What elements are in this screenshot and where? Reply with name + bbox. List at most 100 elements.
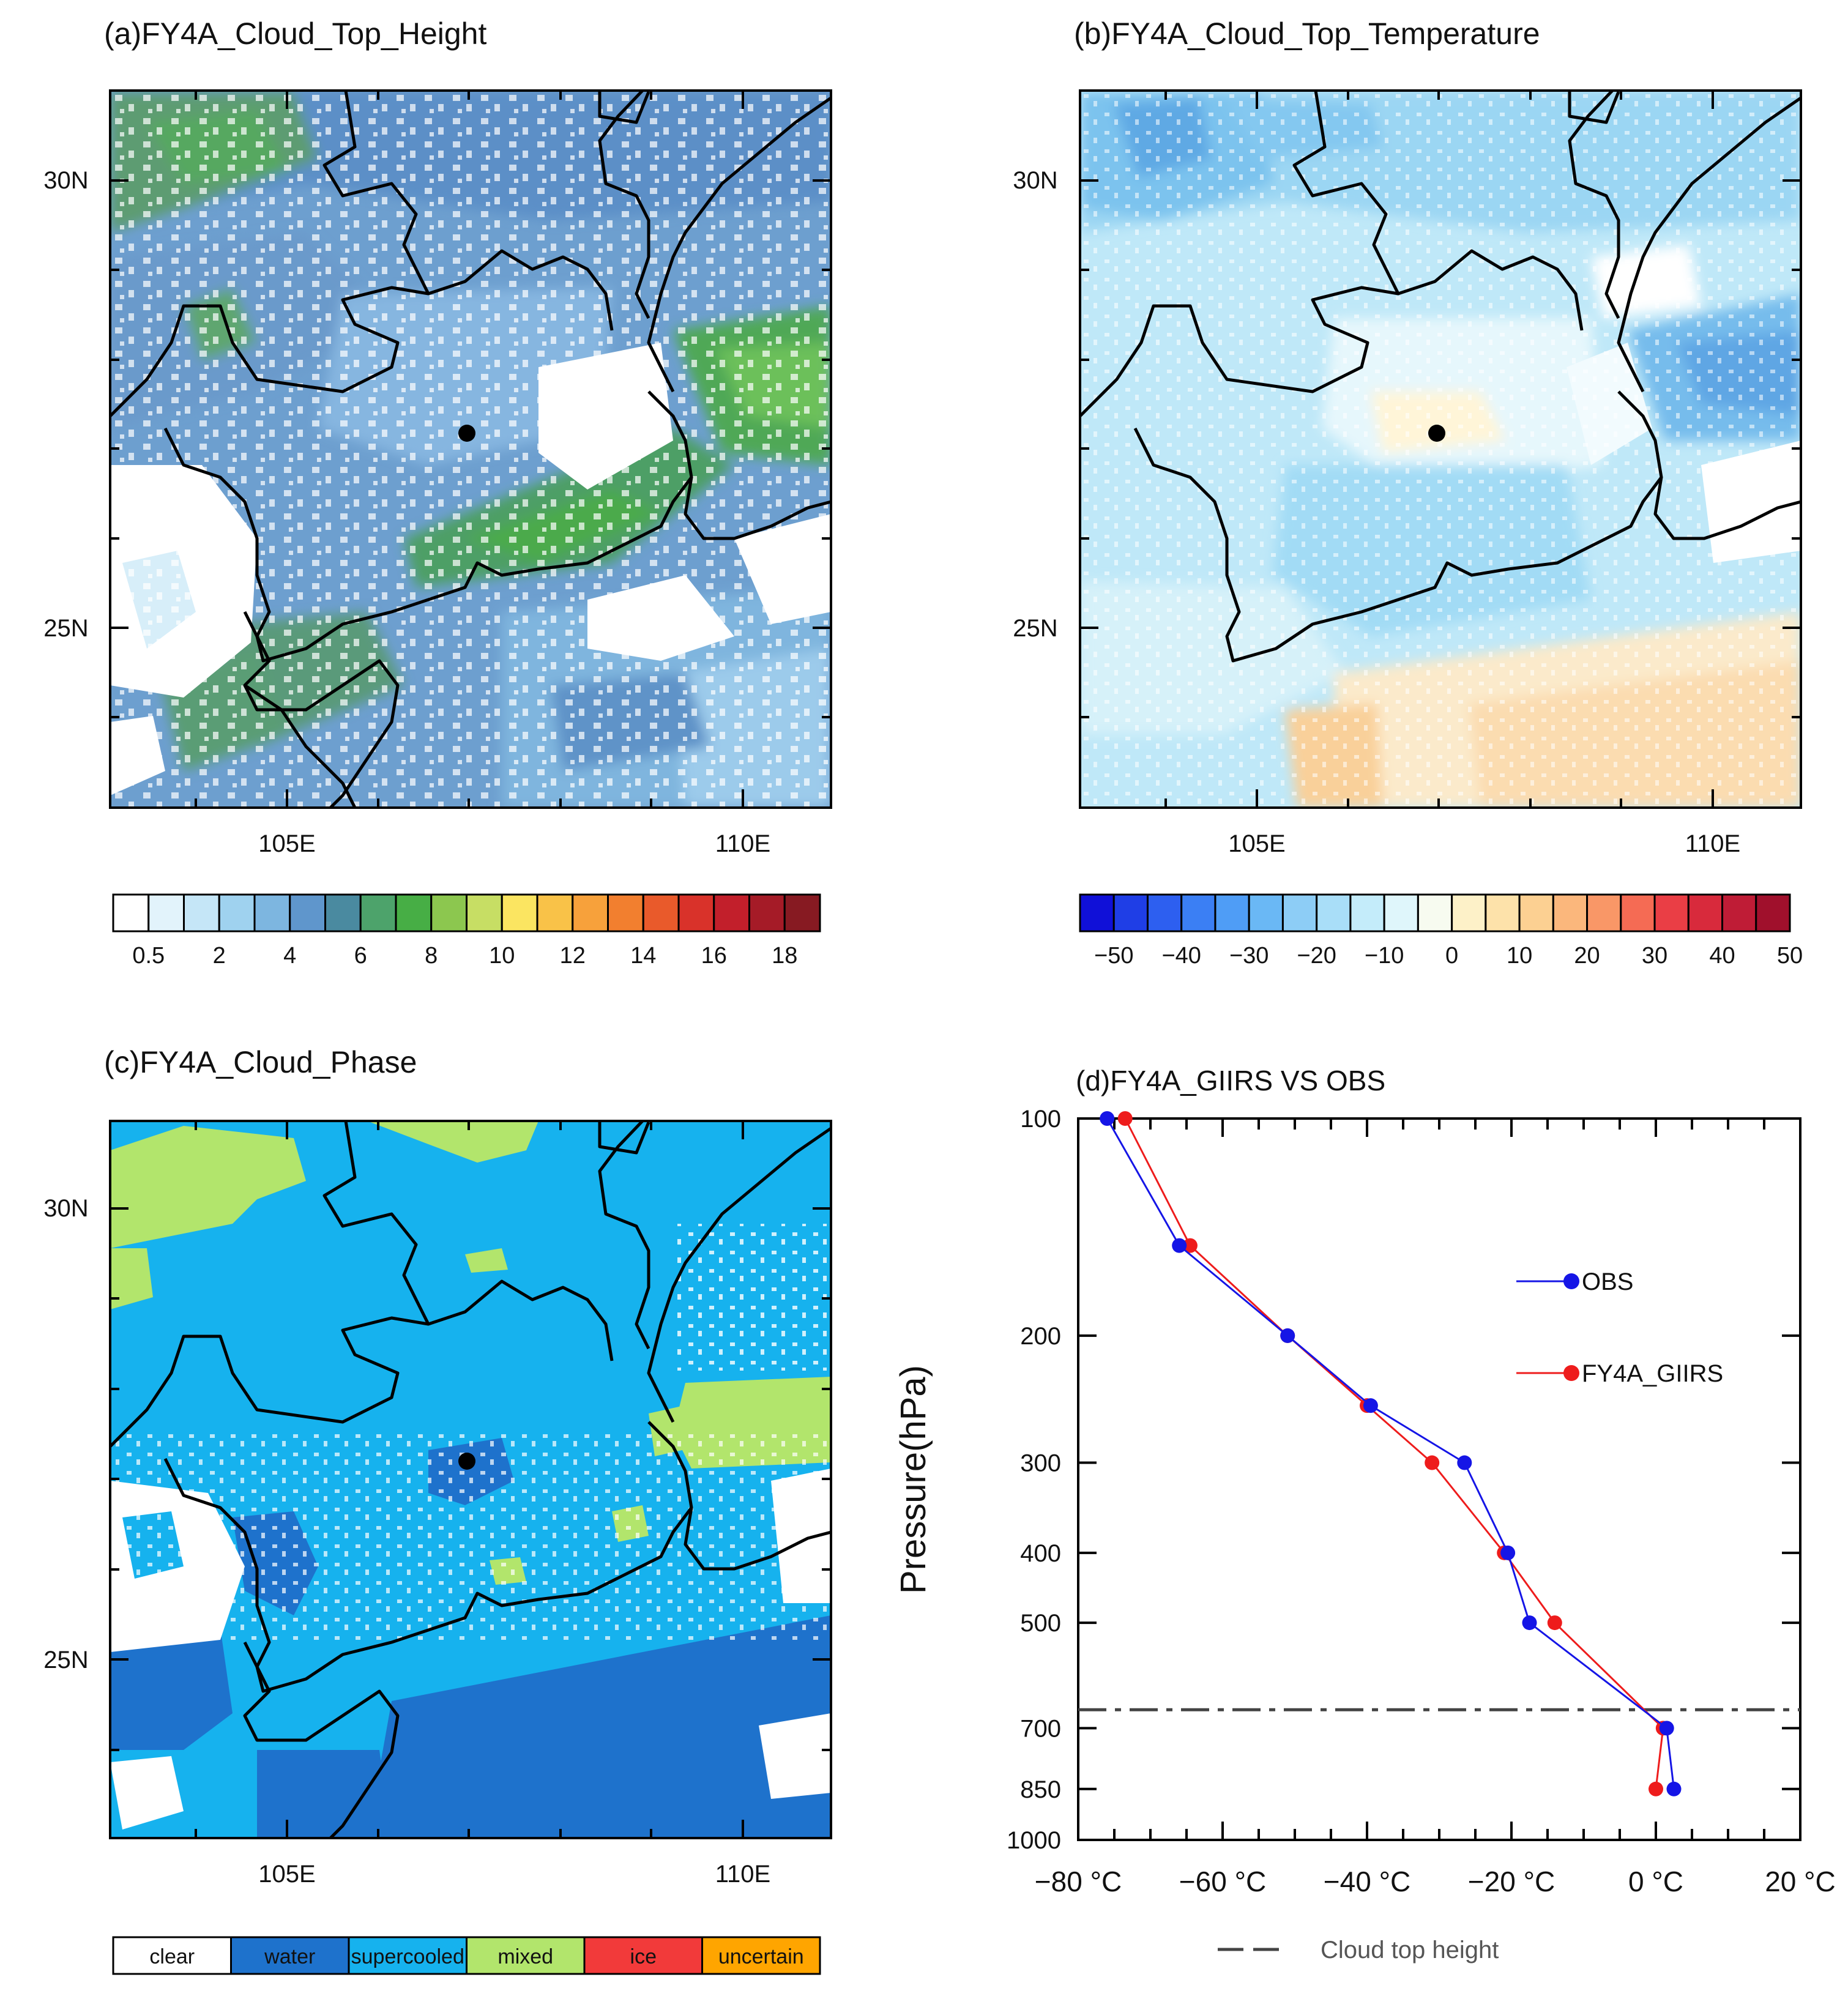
panel-d-series	[1100, 1111, 1682, 1796]
cbar-a-label-7: 14	[630, 943, 656, 969]
legend-giirs-marker	[1563, 1365, 1579, 1381]
cbar-a-label-0: 0.5	[132, 943, 165, 969]
cbar-a-swatch-2	[183, 893, 220, 932]
cbar-a-swatch-10	[466, 893, 503, 932]
series-giirs-point-4	[1425, 1455, 1440, 1470]
panel-d-xtick-label-4: 0 °C	[1628, 1866, 1683, 1897]
panel-c-ytick-25n: 25N	[43, 1647, 88, 1673]
cbar-b-swatch-17	[1653, 893, 1690, 932]
panel-b: (b)FY4A_Cloud_Top_Temperature	[1013, 17, 1803, 969]
cbar-a-swatch-19	[783, 893, 821, 932]
cbar-b-label-1: −40	[1161, 943, 1201, 969]
cbar-a-swatch-5	[289, 893, 326, 932]
cbar-b-swatch-14	[1552, 893, 1589, 932]
series-obs-point-5	[1500, 1545, 1516, 1560]
cbar-b-swatch-9	[1383, 893, 1419, 932]
cbar-a-label-4: 8	[425, 943, 438, 969]
cbar-a-swatch-1	[147, 893, 185, 932]
panel-b-colorbar: −50 −40 −30 −20 −10 0 10 20 30 40 50	[1079, 893, 1803, 969]
cbar-a-label-2: 4	[283, 943, 296, 969]
cbar-b-swatch-10	[1417, 893, 1453, 932]
series-obs-point-7	[1659, 1721, 1674, 1736]
cbar-b-swatch-19	[1721, 893, 1757, 932]
series-obs-point-1	[1172, 1238, 1187, 1253]
cbar-a-swatch-4	[253, 893, 291, 932]
cbar-a-swatch-14	[607, 893, 644, 932]
cbar-c-label-3: mixed	[497, 1945, 553, 1968]
cbar-c-swatch-4	[583, 1936, 703, 1975]
panel-c-boundaries	[110, 1121, 831, 1838]
cbar-b-label-5: 0	[1445, 943, 1458, 969]
cbar-c-label-2: supercooled	[351, 1945, 464, 1968]
panel-b-xtick-105e: 105E	[1228, 830, 1285, 857]
panel-c-colorbar: clear water supercooled mixed ice uncertain	[112, 1936, 821, 1975]
panel-d-title: (d)FY4A_GIIRS VS OBS	[1076, 1065, 1385, 1096]
cbar-a-swatch-6	[324, 893, 362, 932]
panel-d-ytick-label-2: 300	[1020, 1450, 1061, 1477]
panel-d-ytick-label-1: 200	[1020, 1323, 1061, 1350]
cbar-b-label-3: −20	[1297, 943, 1336, 969]
panel-a-title: (a)FY4A_Cloud_Top_Height	[104, 17, 486, 51]
cbar-b-label-6: 10	[1507, 943, 1532, 969]
cbar-c-swatch-5	[701, 1936, 821, 1975]
panel-d-ytick-label-6: 850	[1020, 1776, 1061, 1803]
panel-a-xtick-105e: 105E	[258, 830, 315, 857]
cbar-a-swatch-0	[112, 893, 150, 932]
cbar-b-swatch-0	[1079, 893, 1115, 932]
panel-d-xtick-label-5: 20 °C	[1765, 1866, 1836, 1897]
panel-d: (d)FY4A_GIIRS VS OBS Pressure(hPa) 100 20…	[893, 1065, 1836, 1964]
series-obs-point-6	[1522, 1615, 1537, 1631]
panel-c-xtick-105e: 105E	[258, 1861, 315, 1888]
cbar-b-label-10: 50	[1777, 943, 1803, 969]
cbar-b-label-4: −10	[1365, 943, 1404, 969]
panel-a: (a)FY4A_Cloud_Top_Height	[43, 17, 832, 969]
series-obs-point-2	[1280, 1328, 1295, 1343]
cbar-b-swatch-18	[1687, 893, 1724, 932]
panel-c: (c)FY4A_Cloud_Phase	[43, 1045, 832, 1975]
cbar-b-swatch-8	[1349, 893, 1385, 932]
cbar-c-label-4: ice	[630, 1945, 657, 1968]
cbar-a-label-6: 12	[560, 943, 586, 969]
cbar-a-swatch-18	[748, 893, 786, 932]
panel-b-ytick-25n: 25N	[1013, 615, 1057, 642]
panel-c-station-dot	[458, 1453, 475, 1470]
cbar-b-label-7: 20	[1574, 943, 1600, 969]
panel-d-ytick-label-7: 1000	[1007, 1827, 1061, 1854]
cbar-b-swatch-2	[1146, 893, 1183, 932]
panel-a-ytick-25n: 25N	[43, 615, 88, 642]
cbar-b-swatch-11	[1451, 893, 1487, 932]
panel-a-colorbar: 0.5 2 4 6 8 10 12 14 16 18	[112, 893, 821, 969]
panel-d-plot-area	[1077, 1117, 1801, 1841]
cbar-b-swatch-4	[1214, 893, 1250, 932]
series-giirs-point-1	[1182, 1238, 1198, 1253]
series-giirs-point-8	[1649, 1781, 1663, 1796]
cbar-a-label-5: 10	[489, 943, 515, 969]
panel-a-map-field	[110, 91, 831, 808]
cbar-a-label-1: 2	[213, 943, 226, 969]
cbar-a-label-3: 6	[354, 943, 367, 969]
cbar-a-swatch-15	[642, 893, 680, 932]
cbar-a-label-8: 16	[701, 943, 727, 969]
panel-d-axis-ticks: 100 200 300 400 500 700 850 1000 −80 °C −60 °C −40…	[1007, 1106, 1836, 1897]
cbar-b-swatch-6	[1281, 893, 1318, 932]
cbar-b-swatch-1	[1112, 893, 1149, 932]
series-obs-point-4	[1457, 1455, 1472, 1470]
cbar-a-swatch-8	[395, 893, 433, 932]
cbar-b-swatch-12	[1485, 893, 1521, 932]
panel-d-xtick-label-0: −80 °C	[1035, 1866, 1122, 1897]
cbar-b-swatch-13	[1518, 893, 1554, 932]
cbar-b-swatch-16	[1620, 893, 1656, 932]
legend-obs-marker	[1563, 1273, 1579, 1289]
panel-c-xtick-110e: 110E	[715, 1861, 770, 1888]
cbar-b-label-0: −50	[1094, 943, 1133, 969]
series-obs-point-8	[1666, 1781, 1682, 1796]
panel-d-ytick-label-4: 500	[1020, 1610, 1061, 1637]
panel-b-boundaries	[1080, 91, 1801, 663]
cbar-c-swatch-1	[230, 1936, 350, 1975]
cbar-c-label-0: clear	[149, 1945, 195, 1968]
panel-a-xtick-110e: 110E	[715, 830, 770, 857]
cbar-b-swatch-7	[1316, 893, 1352, 932]
panel-c-title: (c)FY4A_Cloud_Phase	[104, 1045, 417, 1079]
panel-d-xtick-label-1: −60 °C	[1179, 1866, 1266, 1897]
cbar-c-label-1: water	[264, 1945, 315, 1968]
